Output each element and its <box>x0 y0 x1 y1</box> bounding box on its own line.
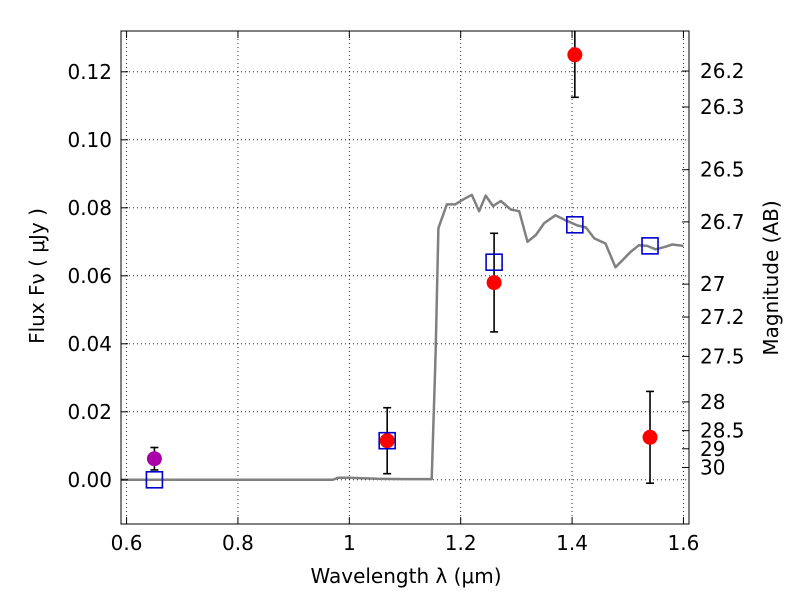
model-photometry-square <box>641 237 659 255</box>
right-tick-label: 28 <box>700 390 725 414</box>
right-tick-label: 27.5 <box>700 344 745 368</box>
right-tick-label: 29 <box>700 437 725 461</box>
model-photometry-square <box>378 431 396 450</box>
x-tick-label: 1.4 <box>556 531 588 555</box>
y-tick-label: 0.06 <box>67 264 112 288</box>
right-tick-label: 30 <box>700 455 725 479</box>
x-axis-label: Wavelength λ (μm) <box>310 564 501 588</box>
observed-point <box>486 275 502 291</box>
right-tick-label: 26.2 <box>700 59 745 83</box>
model-photometry-square <box>566 216 584 234</box>
x-axis-ticks: 0.6 0.8 1 1.2 1.4 1.6 <box>111 31 700 555</box>
right-tick-label: 28.5 <box>700 419 745 443</box>
y-axis-ticks: 0.00 0.02 0.04 0.06 0.08 0.10 0.12 <box>67 60 128 492</box>
x-tick-label: 0.6 <box>111 531 143 555</box>
model-photometry-points <box>145 216 659 489</box>
x-tick-label: 1 <box>343 531 356 555</box>
right-tick-label: 27 <box>700 272 725 296</box>
y-tick-label: 0.12 <box>67 60 112 84</box>
x-tick-label: 1.2 <box>445 531 477 555</box>
model-photometry-square <box>145 470 164 489</box>
right-tick-label: 26.3 <box>700 95 745 119</box>
y-tick-label: 0.00 <box>67 468 112 492</box>
model-sed-polyline <box>121 193 684 482</box>
observed-point <box>567 47 583 63</box>
observed-point <box>642 429 658 445</box>
grid <box>121 31 689 524</box>
error-bars <box>150 31 655 485</box>
x-tick-label: 0.8 <box>222 531 254 555</box>
right-tick-label: 26.5 <box>700 158 745 182</box>
y-tick-label: 0.02 <box>67 400 112 424</box>
x-tick-label: 1.6 <box>668 531 700 555</box>
model-photometry-square <box>485 253 503 271</box>
y-tick-label: 0.10 <box>67 128 112 152</box>
y-tick-label: 0.04 <box>67 332 112 356</box>
model-sed-line <box>121 193 684 482</box>
observed-point <box>379 433 395 449</box>
right-tick-label: 26.7 <box>700 210 745 234</box>
plot-frame <box>120 30 690 525</box>
y-tick-label: 0.08 <box>67 196 112 220</box>
observed-points <box>146 47 658 467</box>
y-axis-label-right: Magnitude (AB) <box>759 200 783 355</box>
right-tick-label: 27.2 <box>700 305 745 329</box>
observed-point <box>146 451 162 467</box>
y-axis-label-left: Flux Fν ( μJy ) <box>25 208 49 344</box>
